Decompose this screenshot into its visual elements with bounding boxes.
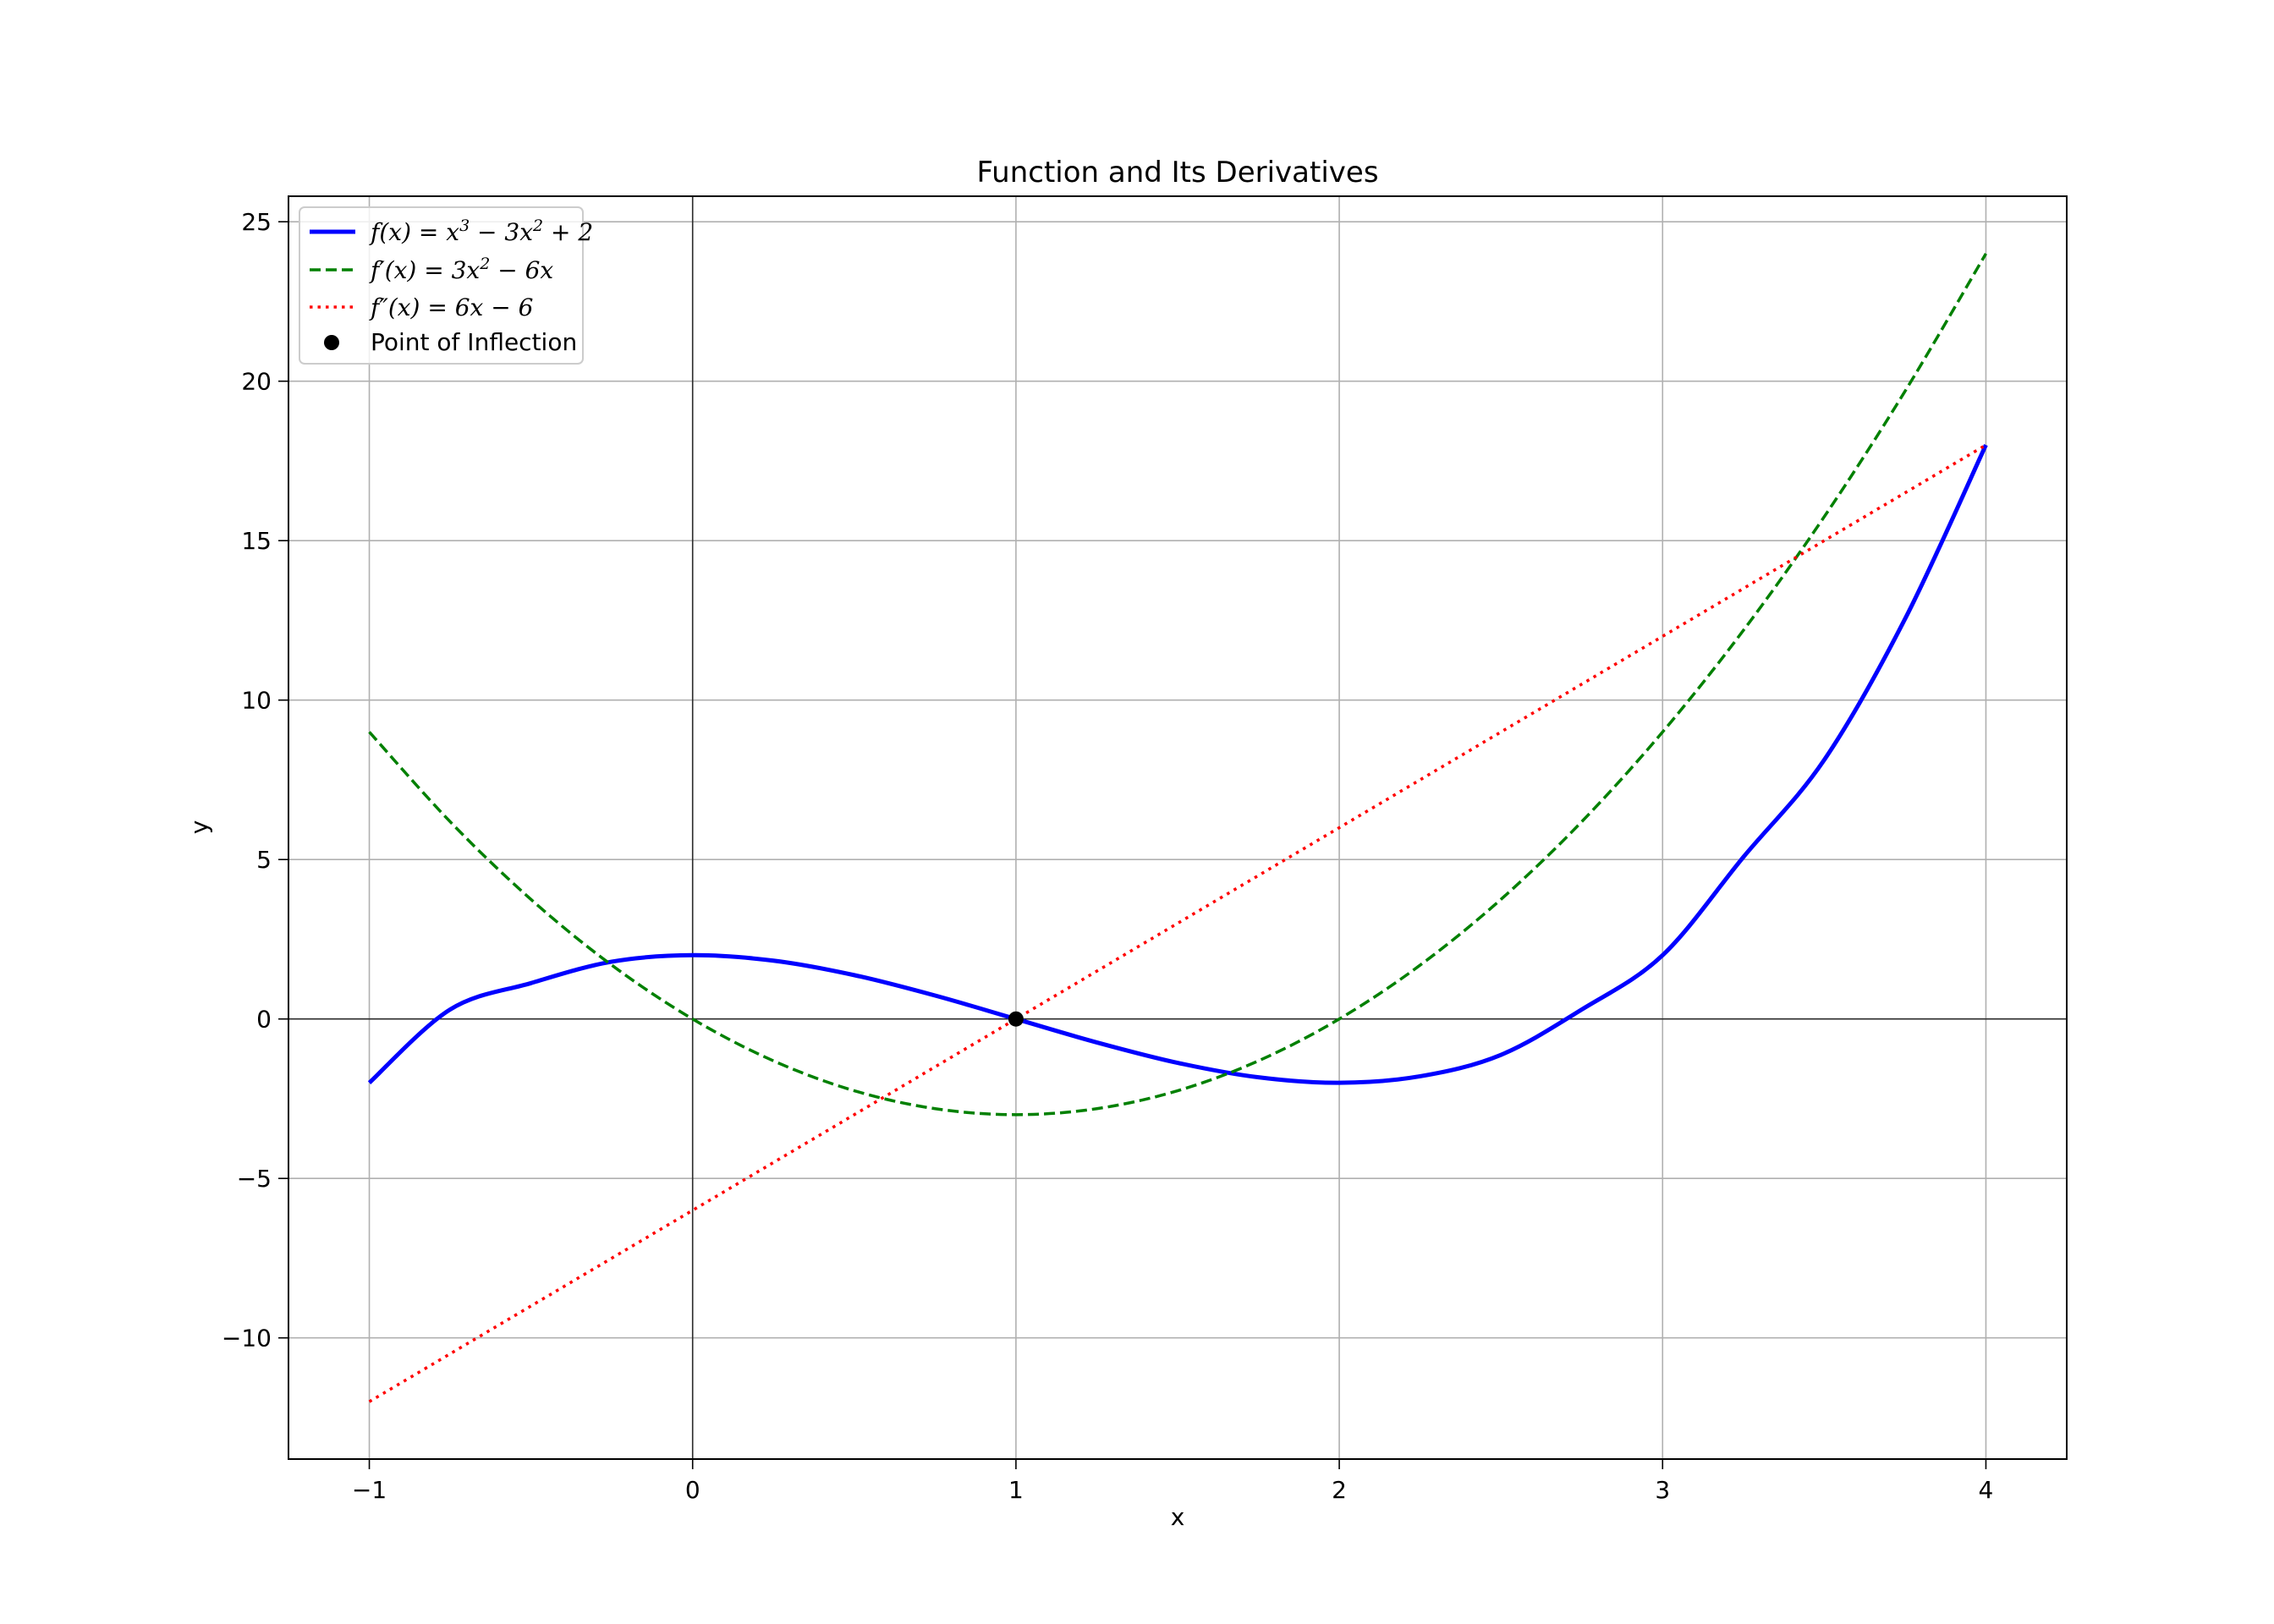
y-tick-label: 15 <box>241 527 272 555</box>
legend-label-fp: f′(x) = 3x2 − 6x <box>369 255 553 284</box>
y-axis-label: y <box>185 820 213 835</box>
y-axis-ticks: −10 −5 0 5 10 15 20 25 <box>222 208 288 1352</box>
legend-fp-rhs: − 6x <box>490 256 553 284</box>
inflection-point-marker <box>1008 1011 1024 1027</box>
chart-title: Function and Its Derivatives <box>976 156 1378 189</box>
y-tick-label: 25 <box>241 208 272 236</box>
x-tick-label: −1 <box>352 1476 387 1504</box>
legend: f(x) = x3 − 3x2 + 2 f′(x) = 3x2 − 6x f″(… <box>299 206 593 365</box>
legend-fpp-text: f″(x) = 6x − 6 <box>369 294 533 321</box>
x-tick-label: 1 <box>1008 1476 1024 1504</box>
legend-label-inflection: Point of Inflection <box>371 328 577 356</box>
legend-f-rhs: + 2 <box>543 218 593 246</box>
legend-fp-sup: 2 <box>479 255 490 273</box>
y-tick-label: 0 <box>256 1006 272 1034</box>
legend-f-sup2: 2 <box>532 217 543 235</box>
points-group <box>1008 1011 1024 1027</box>
reference-lines <box>288 196 2067 1459</box>
legend-f-sup: 3 <box>459 217 470 235</box>
x-tick-label: 3 <box>1655 1476 1670 1504</box>
series-group <box>367 252 1988 1403</box>
x-axis-ticks: −1 0 1 2 3 4 <box>352 1459 1993 1504</box>
y-tick-label: −5 <box>237 1165 272 1193</box>
y-tick-label: −10 <box>222 1325 272 1352</box>
legend-f-lhs: f(x) = x <box>369 218 459 246</box>
x-tick-label: 0 <box>685 1476 700 1504</box>
y-tick-label: 10 <box>241 687 272 715</box>
series-line-3 <box>368 443 1987 1403</box>
y-tick-label: 5 <box>256 846 272 874</box>
x-tick-label: 4 <box>1979 1476 1994 1504</box>
legend-f-mid: − 3x <box>470 218 533 246</box>
series-line-2 <box>368 252 1987 1116</box>
x-tick-label: 2 <box>1332 1476 1347 1504</box>
legend-label-f: f(x) = x3 − 3x2 + 2 <box>369 217 593 246</box>
y-tick-label: 20 <box>241 368 272 396</box>
series-line-1 <box>367 444 1988 1085</box>
legend-label-fpp: f″(x) = 6x − 6 <box>369 294 533 321</box>
legend-fp-lhs: f′(x) = 3x <box>369 256 480 284</box>
plot-frame <box>288 195 2068 1460</box>
legend-marker-inflection <box>324 335 339 350</box>
x-axis-label: x <box>1171 1503 1185 1531</box>
legend-box <box>299 206 584 365</box>
